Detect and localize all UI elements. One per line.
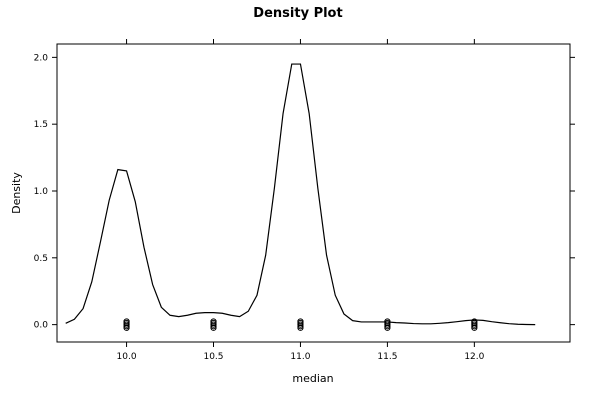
x-tick-label: 11.0 bbox=[290, 352, 310, 362]
x-tick-label: 10.5 bbox=[203, 352, 223, 362]
rug-point bbox=[297, 324, 304, 331]
x-tick-label: 11.5 bbox=[377, 352, 397, 362]
x-tick-label: 10.0 bbox=[117, 352, 137, 362]
y-tick-label: 2.0 bbox=[34, 53, 49, 63]
y-axis-label: Density bbox=[10, 172, 23, 214]
y-tick-label: 1.0 bbox=[34, 187, 49, 197]
rug-point bbox=[384, 324, 391, 331]
x-tick-label: 12.0 bbox=[464, 352, 484, 362]
rug-point bbox=[471, 324, 478, 331]
y-tick-label: 0.5 bbox=[34, 254, 48, 264]
axis-ticks bbox=[52, 39, 575, 347]
axis-tick-labels: 10.0 10.5 11.0 11.5 12.0 0.0 0.5 1.0 1.5 2.0 bbox=[34, 53, 485, 362]
chart-title: Density Plot bbox=[253, 6, 342, 21]
plot-frame bbox=[56, 43, 571, 343]
x-axis-label: median bbox=[292, 372, 333, 385]
rug-points bbox=[123, 318, 478, 331]
rug-point bbox=[123, 324, 130, 331]
density-line bbox=[65, 63, 536, 326]
y-tick-label: 1.5 bbox=[34, 120, 48, 130]
y-tick-label: 0.0 bbox=[34, 321, 49, 331]
rug-point bbox=[210, 324, 217, 331]
